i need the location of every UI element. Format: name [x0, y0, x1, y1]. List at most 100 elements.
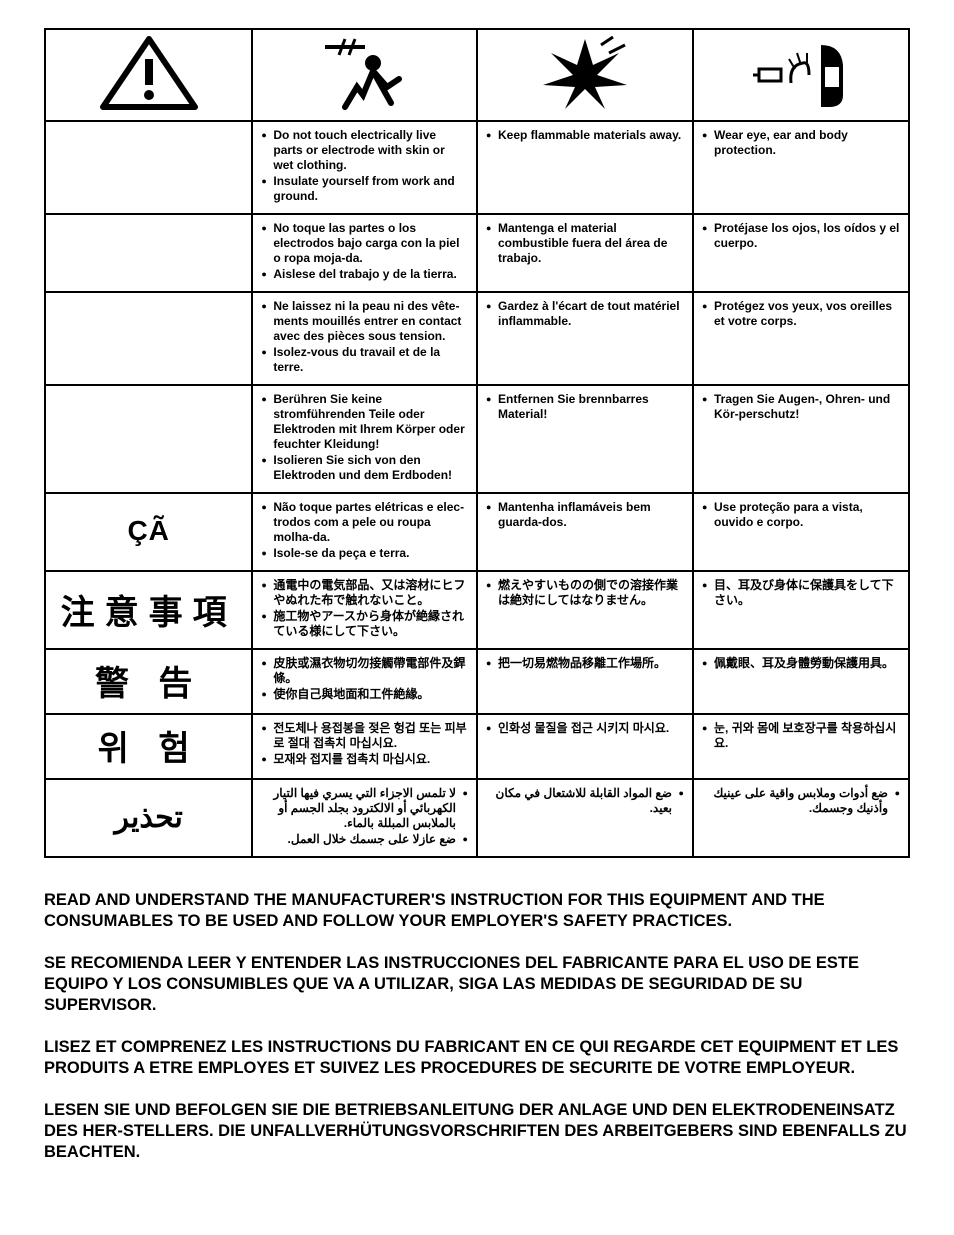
warning-list: 目、耳及び身体に保護具をして下さい。 [702, 578, 900, 608]
warning-cell: 눈, 귀와 몸에 보호장구를 착용하십시요. [693, 714, 909, 779]
header-icon-warning [45, 29, 252, 121]
warning-item: 目、耳及び身体に保護具をして下さい。 [702, 578, 900, 608]
warning-item: 佩戴眼、耳及身體勞動保護用具。 [702, 656, 900, 671]
warning-item: 전도체나 용접봉을 젖은 헝겁 또는 피부로 절대 접촉치 마십시요. [261, 721, 468, 751]
warning-item: 모재와 접지를 접촉치 마십시요. [261, 752, 468, 767]
warning-list: 燃えやすいものの側での溶接作業は絶対にしてはなりません。 [486, 578, 684, 608]
header-icon-ppe [693, 29, 909, 121]
warning-list: Use proteção para a vista, ouvido e corp… [702, 500, 900, 530]
warning-list: 把一切易燃物品移離工作場所。 [486, 656, 684, 671]
warning-list: Keep flammable materials away. [486, 128, 684, 143]
warning-cell: Keep flammable materials away. [477, 121, 693, 214]
table-row: 警 告皮肤或濕衣物切勿接觸帶電部件及銲條。使你自己與地面和工件絶緣。 把一切易燃物… [45, 649, 909, 714]
warning-cell: Entfernen Sie brennbarres Material! [477, 385, 693, 493]
warning-item: Berühren Sie keine stromführenden Teile … [261, 392, 468, 452]
warning-list: 눈, 귀와 몸에 보호장구를 착용하십시요. [702, 721, 900, 751]
warning-cell: 燃えやすいものの側での溶接作業は絶対にしてはなりません。 [477, 571, 693, 649]
warning-item: 인화성 물질을 접근 시키지 마시요. [486, 721, 684, 736]
warning-cell: ضع أدوات وملابس واقية على عينيك وأذنيك و… [693, 779, 909, 857]
warning-list: Tragen Sie Augen-, Ohren- und Kör-persch… [702, 392, 900, 422]
warning-list: Wear eye, ear and body protection. [702, 128, 900, 158]
warning-list: 佩戴眼、耳及身體勞動保護用具。 [702, 656, 900, 671]
bottom-paragraph: LISEZ ET COMPRENEZ LES INSTRUCTIONS DU F… [44, 1037, 910, 1078]
table-row: 위 험전도체나 용접봉을 젖은 헝겁 또는 피부로 절대 접촉치 마십시요.모재… [45, 714, 909, 779]
warning-item: Gardez à l'écart de tout matériel inflam… [486, 299, 684, 329]
warning-cell: Mantenga el material combustible fuera d… [477, 214, 693, 292]
language-label-cell: 注意事項 [45, 571, 252, 649]
warning-cell: Protéjase los ojos, los oídos y el cuerp… [693, 214, 909, 292]
table-row: Do not touch electrically live parts or … [45, 121, 909, 214]
warning-list: 通電中の電気部品、又は溶材にヒフやぬれた布で触れないこと。施工物やアースから身体… [261, 578, 468, 639]
warning-triangle-icon [99, 35, 199, 111]
bottom-paragraph: READ AND UNDERSTAND THE MANUFACTURER'S I… [44, 890, 910, 931]
warning-item: Aislese del trabajo y de la tierra. [261, 267, 468, 282]
warning-item: Isolez-vous du travail et de la terre. [261, 345, 468, 375]
warning-cell: 皮肤或濕衣物切勿接觸帶電部件及銲條。使你自己與地面和工件絶緣。 [252, 649, 477, 714]
warning-item: ضع المواد القابلة للاشتعال في مكان بعيد. [486, 786, 684, 816]
warning-item: 把一切易燃物品移離工作場所。 [486, 656, 684, 671]
warning-cell: Gardez à l'écart de tout matériel inflam… [477, 292, 693, 385]
warning-item: Tragen Sie Augen-, Ohren- und Kör-persch… [702, 392, 900, 422]
warning-list: 인화성 물질을 접근 시키지 마시요. [486, 721, 684, 736]
table-row: No toque las partes o los electrodos baj… [45, 214, 909, 292]
warning-item: Entfernen Sie brennbarres Material! [486, 392, 684, 422]
ppe-protection-icon [751, 35, 851, 111]
warning-cell: Do not touch electrically live parts or … [252, 121, 477, 214]
warning-cell: Protégez vos yeux, vos oreilles et votre… [693, 292, 909, 385]
warning-cell: No toque las partes o los electrodos baj… [252, 214, 477, 292]
warning-item: Ne laissez ni la peau ni des vête-ments … [261, 299, 468, 344]
warning-cell: 佩戴眼、耳及身體勞動保護用具。 [693, 649, 909, 714]
warning-list: Gardez à l'écart de tout matériel inflam… [486, 299, 684, 329]
language-label-cell: 위 험 [45, 714, 252, 779]
header-icon-row [45, 29, 909, 121]
language-label-cell: ÇÃ [45, 493, 252, 571]
language-label-cell [45, 385, 252, 493]
warning-cell: Berühren Sie keine stromführenden Teile … [252, 385, 477, 493]
warning-item: ضع أدوات وملابس واقية على عينيك وأذنيك و… [702, 786, 900, 816]
warning-list: 전도체나 용접봉을 젖은 헝겁 또는 피부로 절대 접촉치 마십시요.모재와 접… [261, 721, 468, 767]
warning-list: No toque las partes o los electrodos baj… [261, 221, 468, 282]
warning-cell: 目、耳及び身体に保護具をして下さい。 [693, 571, 909, 649]
warning-item: 施工物やアースから身体が絶縁されている様にして下さい。 [261, 609, 468, 639]
warning-list: ضع المواد القابلة للاشتعال في مكان بعيد. [486, 786, 684, 816]
warning-cell: 전도체나 용접봉을 젖은 헝겁 또는 피부로 절대 접촉치 마십시요.모재와 접… [252, 714, 477, 779]
warning-list: Entfernen Sie brennbarres Material! [486, 392, 684, 422]
bottom-paragraph: SE RECOMIENDA LEER Y ENTENDER LAS INSTRU… [44, 953, 910, 1015]
warning-list: Do not touch electrically live parts or … [261, 128, 468, 204]
warning-item: ضع عازلا على جسمك خلال العمل. [261, 832, 468, 847]
table-row: Ne laissez ni la peau ni des vête-ments … [45, 292, 909, 385]
safety-warning-table: Do not touch electrically live parts or … [44, 28, 910, 858]
warning-item: Protéjase los ojos, los oídos y el cuerp… [702, 221, 900, 251]
warning-item: Isolieren Sie sich von den Elektroden un… [261, 453, 468, 483]
warning-item: Wear eye, ear and body protection. [702, 128, 900, 158]
header-icon-shock [252, 29, 477, 121]
warning-list: Protéjase los ojos, los oídos y el cuerp… [702, 221, 900, 251]
language-label-cell: تحذير [45, 779, 252, 857]
language-label-cell [45, 292, 252, 385]
warning-item: 皮肤或濕衣物切勿接觸帶電部件及銲條。 [261, 656, 468, 686]
warning-item: 燃えやすいものの側での溶接作業は絶対にしてはなりません。 [486, 578, 684, 608]
language-label-cell: 警 告 [45, 649, 252, 714]
warning-cell: Tragen Sie Augen-, Ohren- und Kör-persch… [693, 385, 909, 493]
warning-list: Mantenha inflamáveis bem guarda-dos. [486, 500, 684, 530]
warning-item: Não toque partes elétricas e elec-trodos… [261, 500, 468, 545]
table-row: تحذيرلا تلمس الاجزاء التي يسري فيها التي… [45, 779, 909, 857]
warning-item: Mantenha inflamáveis bem guarda-dos. [486, 500, 684, 530]
warning-item: Keep flammable materials away. [486, 128, 684, 143]
warning-list: لا تلمس الاجزاء التي يسري فيها التيار ال… [261, 786, 468, 847]
warning-cell: Wear eye, ear and body protection. [693, 121, 909, 214]
warning-item: Mantenga el material combustible fuera d… [486, 221, 684, 266]
warning-list: 皮肤或濕衣物切勿接觸帶電部件及銲條。使你自己與地面和工件絶緣。 [261, 656, 468, 702]
warning-cell: 인화성 물질을 접근 시키지 마시요. [477, 714, 693, 779]
warning-list: Mantenga el material combustible fuera d… [486, 221, 684, 266]
warning-cell: Ne laissez ni la peau ni des vête-ments … [252, 292, 477, 385]
safety-table-body: Do not touch electrically live parts or … [45, 121, 909, 857]
table-row: ÇÃNão toque partes elétricas e elec-trod… [45, 493, 909, 571]
language-label-cell [45, 121, 252, 214]
explosion-fire-icon [535, 35, 635, 111]
header-icon-fire [477, 29, 693, 121]
warning-cell: لا تلمس الاجزاء التي يسري فيها التيار ال… [252, 779, 477, 857]
warning-item: Use proteção para a vista, ouvido e corp… [702, 500, 900, 530]
warning-item: Protégez vos yeux, vos oreilles et votre… [702, 299, 900, 329]
warning-list: ضع أدوات وملابس واقية على عينيك وأذنيك و… [702, 786, 900, 816]
